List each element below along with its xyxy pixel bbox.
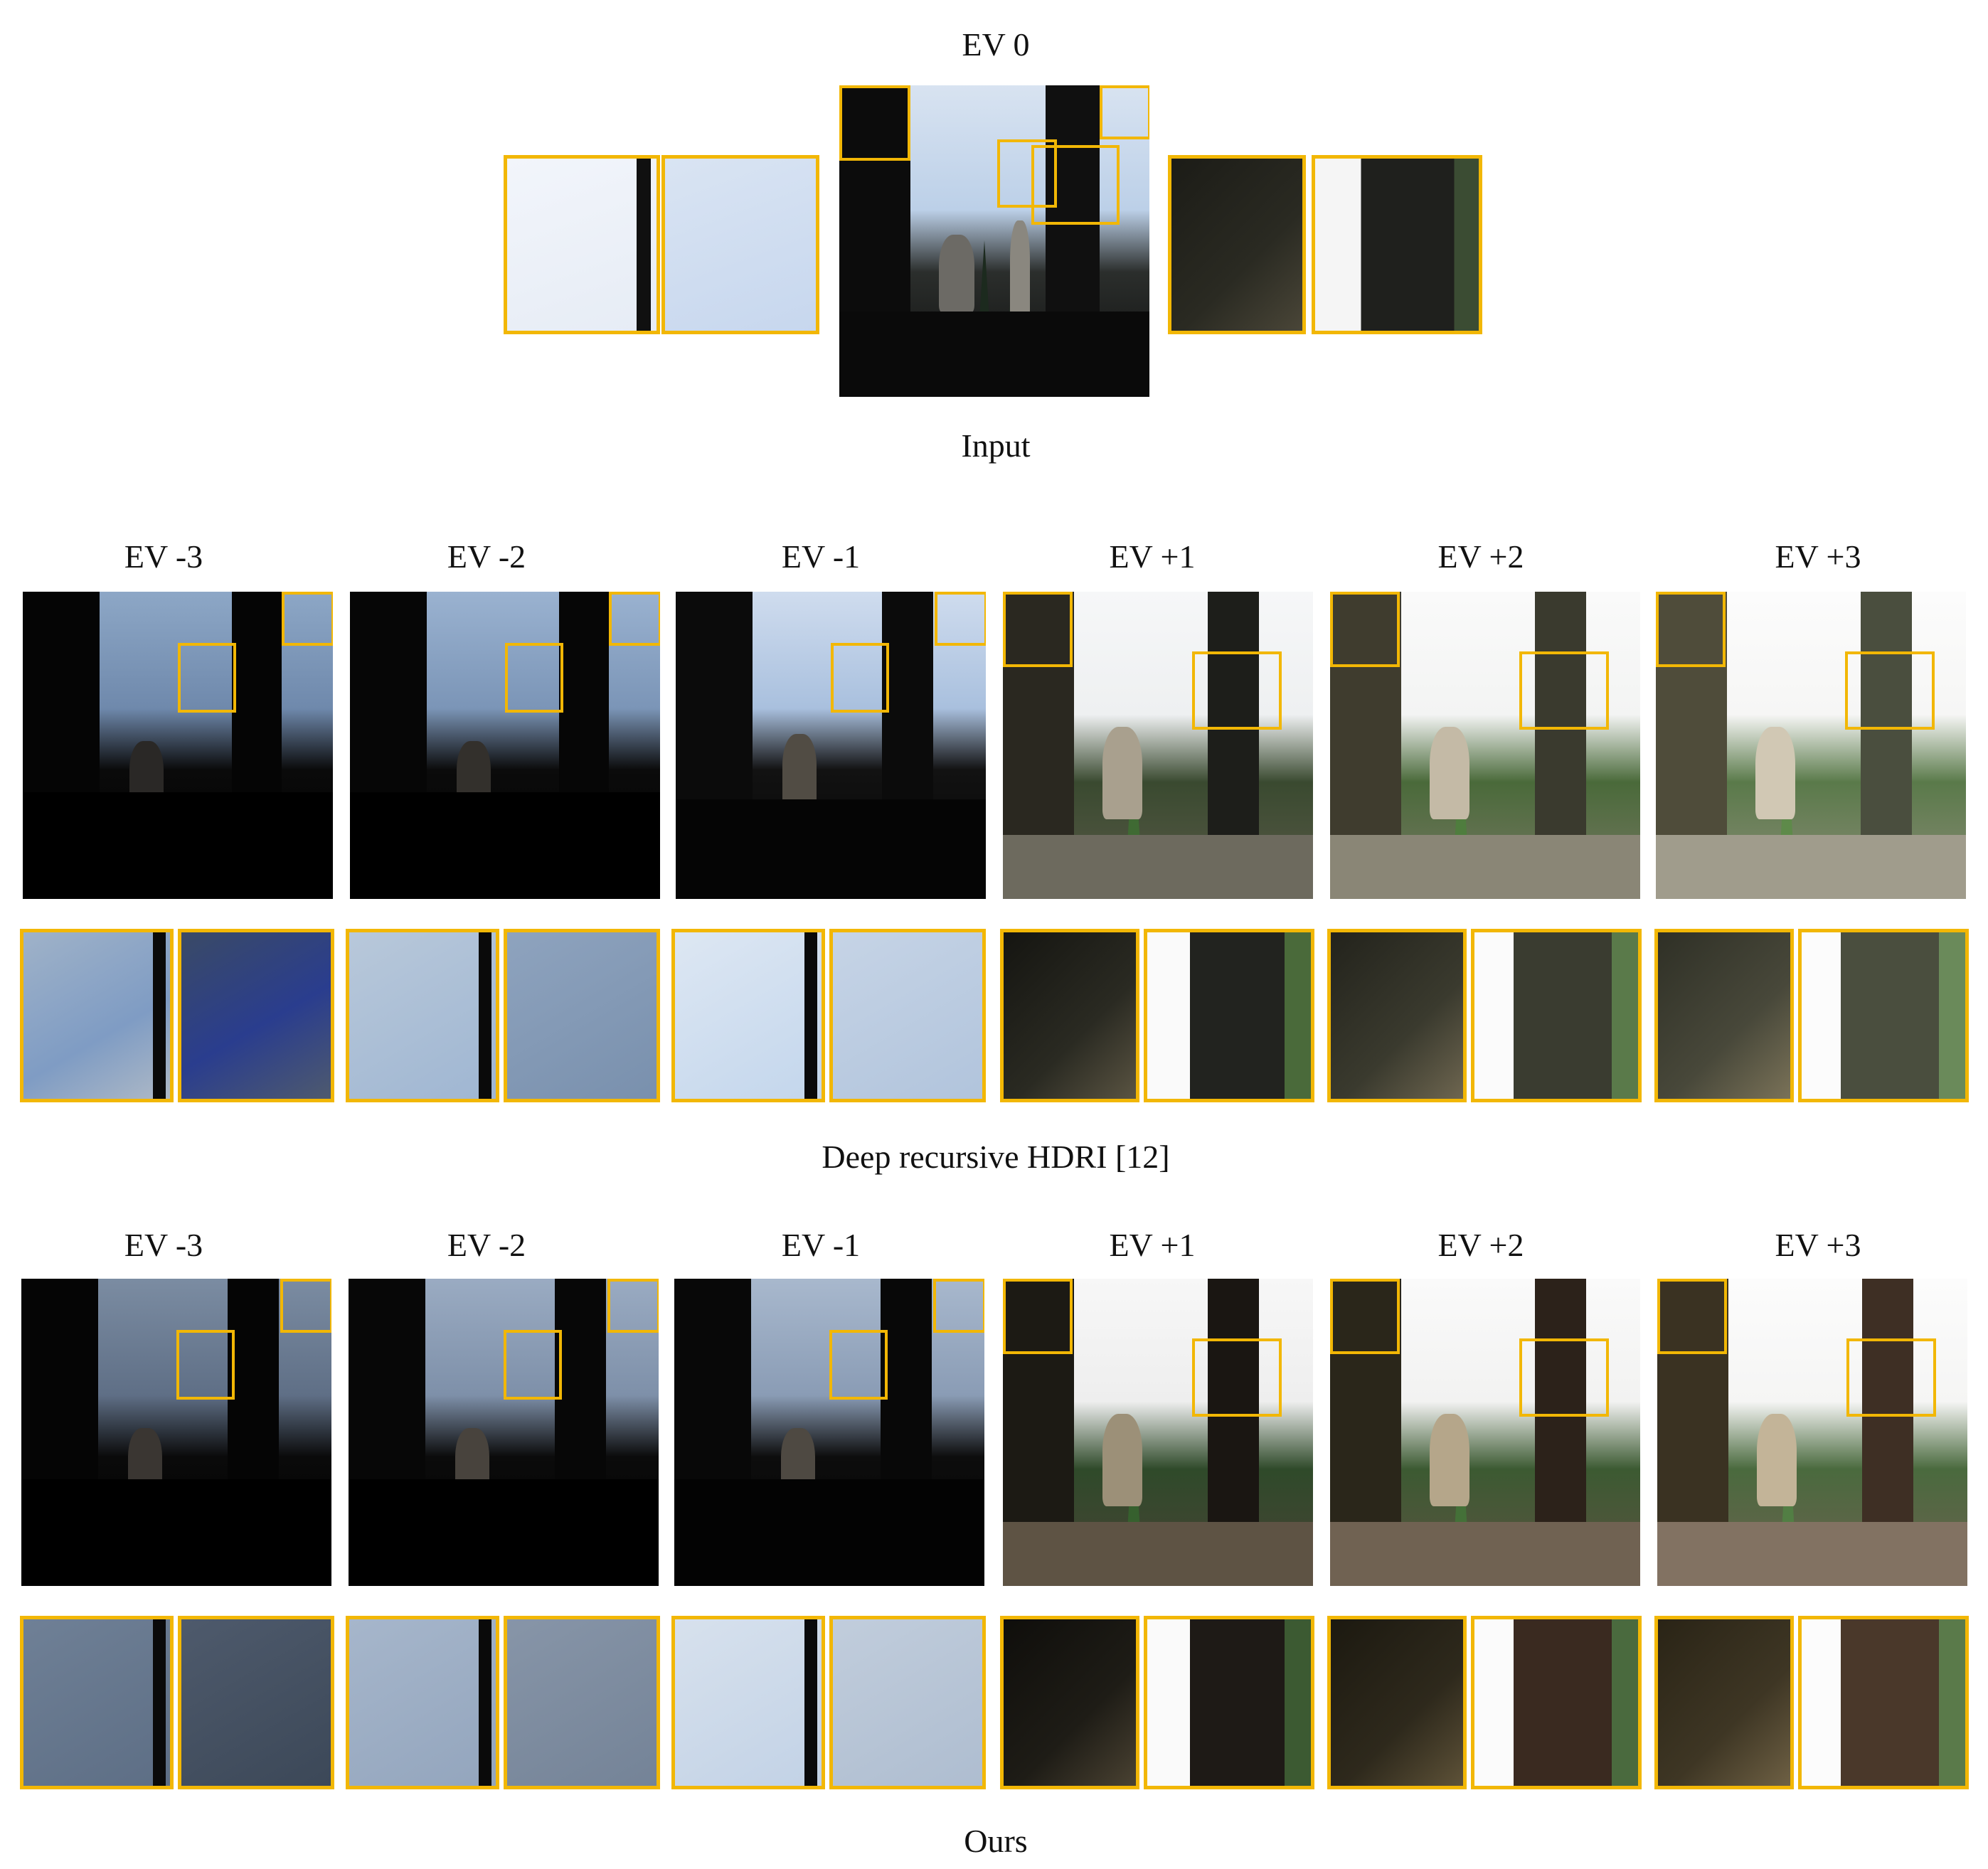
- input-crop-sky-2: [661, 155, 819, 334]
- m1-crop-ev-plus1-a: [1000, 929, 1139, 1102]
- m2-ev-label-5: EV +2: [1437, 1227, 1524, 1263]
- m1-image-ev-minus2: [350, 592, 660, 899]
- m1-crop-ev-minus1-b: [829, 929, 986, 1102]
- m2-crop-ev-plus2-b: [1471, 1616, 1642, 1789]
- m2-crop-ev-plus1-a: [1000, 1616, 1139, 1789]
- m1-crop-ev-minus3-a: [20, 929, 174, 1102]
- m1-image-ev-plus2: [1330, 592, 1640, 899]
- m2-caption: Ours: [964, 1823, 1028, 1859]
- m2-image-ev-minus2: [349, 1279, 659, 1586]
- m2-crop-ev-plus3-a: [1654, 1616, 1794, 1789]
- m2-ev-label-2: EV -2: [447, 1227, 526, 1263]
- m2-image-ev-minus1: [674, 1279, 984, 1586]
- m1-crop-ev-minus1-a: [671, 929, 825, 1102]
- m1-image-ev-plus3: [1656, 592, 1966, 899]
- m2-ev-label-3: EV -1: [781, 1227, 861, 1263]
- input-crop-pillar-2: [1312, 155, 1482, 334]
- m1-image-ev-minus1: [676, 592, 986, 899]
- input-caption: Input: [961, 427, 1031, 464]
- input-crop-pillar-1: [1168, 155, 1306, 334]
- m1-ev-label-6: EV +3: [1775, 538, 1861, 575]
- m2-crop-ev-minus3-a: [20, 1616, 174, 1789]
- m1-crop-ev-minus2-a: [346, 929, 499, 1102]
- m1-ev-label-5: EV +2: [1437, 538, 1524, 575]
- input-crop-sky-1: [504, 155, 660, 334]
- m1-crop-ev-plus3-b: [1798, 929, 1969, 1102]
- m1-crop-ev-minus2-b: [504, 929, 660, 1102]
- m1-ev-label-2: EV -2: [447, 538, 526, 575]
- m2-image-ev-plus1: [1003, 1279, 1313, 1586]
- input-ev-label: EV 0: [962, 26, 1030, 63]
- m1-ev-label-4: EV +1: [1109, 538, 1196, 575]
- m2-crop-ev-minus2-a: [346, 1616, 499, 1789]
- m2-crop-ev-plus2-a: [1327, 1616, 1467, 1789]
- m1-ev-label-3: EV -1: [781, 538, 861, 575]
- m1-crop-ev-plus2-a: [1327, 929, 1467, 1102]
- m1-ev-label-1: EV -3: [124, 538, 203, 575]
- m1-crop-ev-plus3-a: [1654, 929, 1794, 1102]
- m1-caption: Deep recursive HDRI [12]: [822, 1139, 1170, 1175]
- m2-crop-ev-minus2-b: [504, 1616, 660, 1789]
- m2-ev-label-4: EV +1: [1109, 1227, 1196, 1263]
- m2-ev-label-6: EV +3: [1775, 1227, 1861, 1263]
- input-image: [839, 85, 1149, 397]
- m2-crop-ev-plus1-b: [1144, 1616, 1314, 1789]
- m1-crop-ev-minus3-b: [178, 929, 334, 1102]
- m2-image-ev-plus3: [1657, 1279, 1967, 1586]
- m2-ev-label-1: EV -3: [124, 1227, 203, 1263]
- m2-crop-ev-minus1-b: [829, 1616, 986, 1789]
- m1-crop-ev-plus2-b: [1471, 929, 1642, 1102]
- m2-crop-ev-plus3-b: [1798, 1616, 1969, 1789]
- m1-image-ev-minus3: [23, 592, 333, 899]
- m1-image-ev-plus1: [1003, 592, 1313, 899]
- m2-image-ev-minus3: [21, 1279, 331, 1586]
- m2-image-ev-plus2: [1330, 1279, 1640, 1586]
- m2-crop-ev-minus1-a: [671, 1616, 825, 1789]
- m1-crop-ev-plus1-b: [1144, 929, 1314, 1102]
- m2-crop-ev-minus3-b: [178, 1616, 334, 1789]
